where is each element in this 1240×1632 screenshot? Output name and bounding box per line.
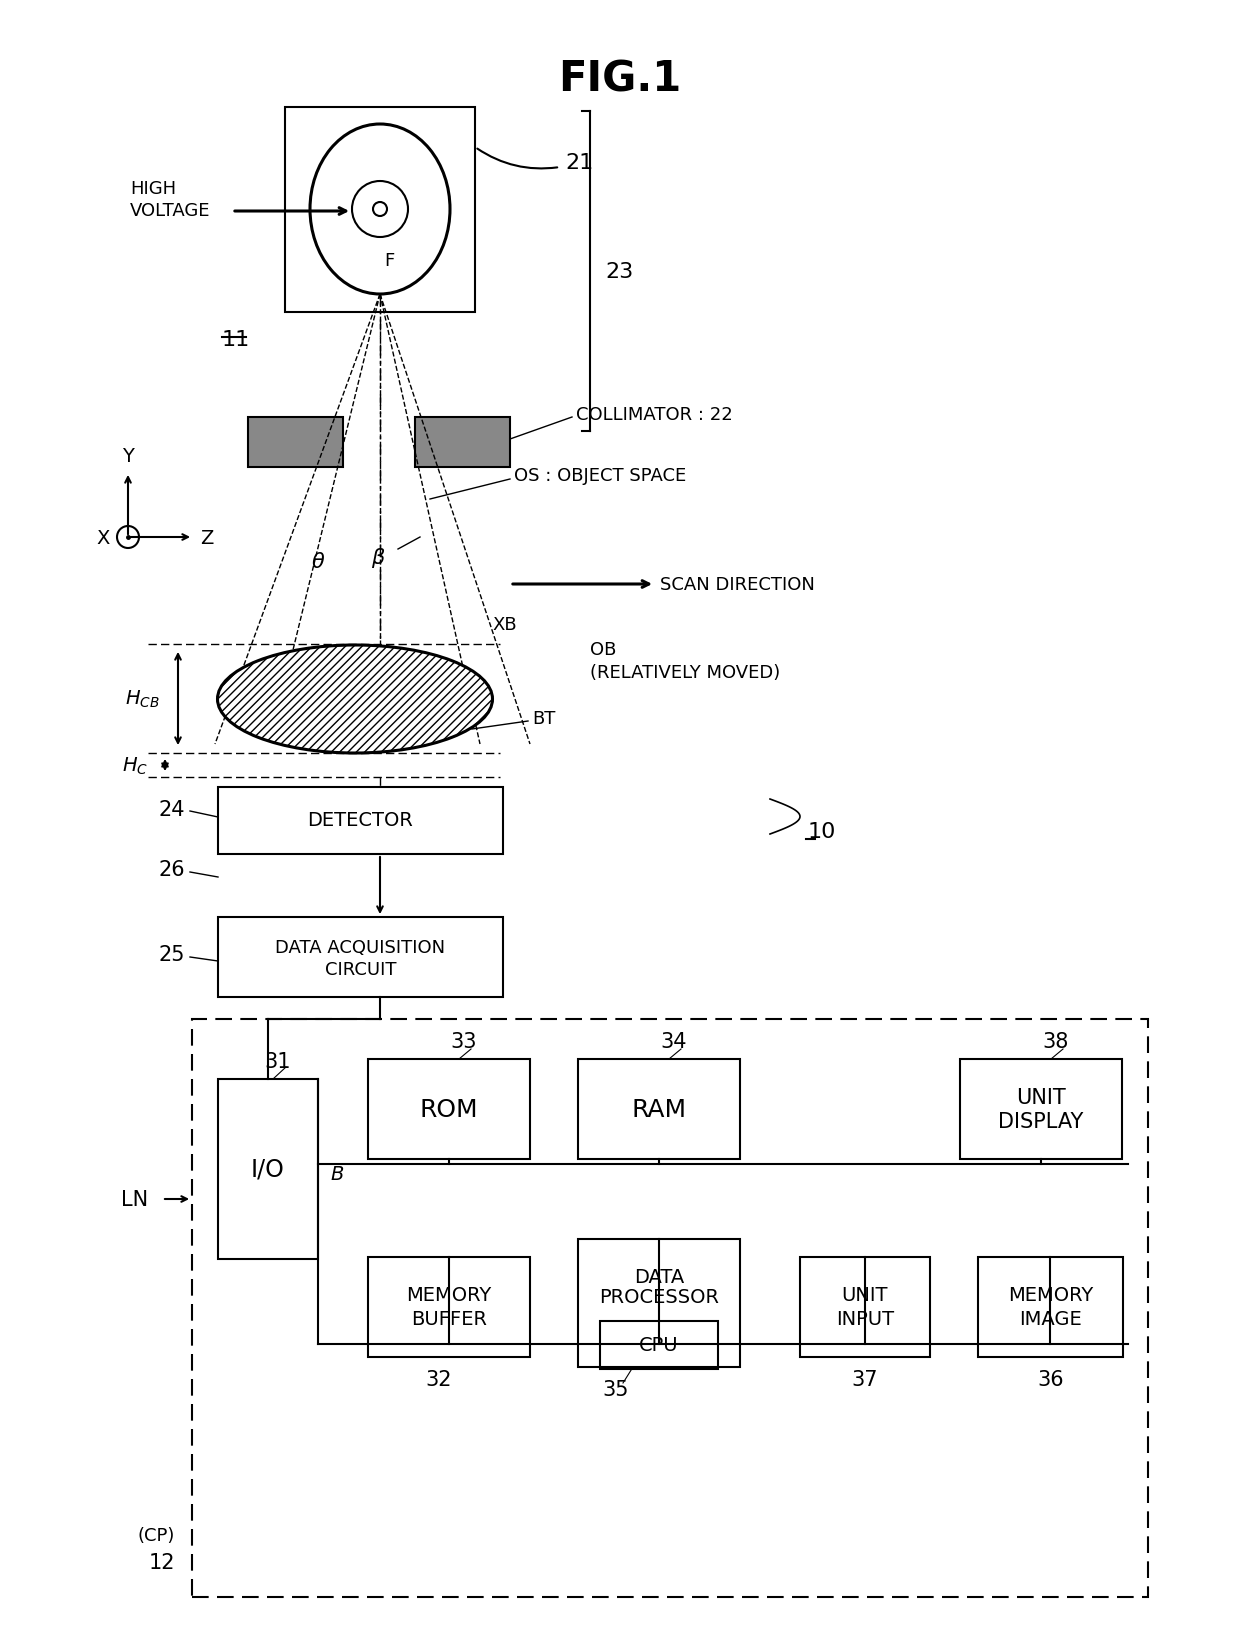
- Text: 33: 33: [451, 1031, 477, 1051]
- Ellipse shape: [217, 646, 492, 754]
- Bar: [978, 1257, 1123, 1358]
- Text: LN: LN: [120, 1190, 148, 1209]
- Bar: [578, 1059, 740, 1159]
- Text: OS : OBJECT SPACE: OS : OBJECT SPACE: [515, 467, 686, 485]
- Text: B: B: [330, 1165, 343, 1183]
- Text: $\theta$: $\theta$: [311, 552, 325, 571]
- Bar: [192, 1020, 1148, 1598]
- Text: PROCESSOR: PROCESSOR: [599, 1288, 719, 1307]
- Text: 21: 21: [565, 153, 593, 173]
- Text: HIGH
VOLTAGE: HIGH VOLTAGE: [130, 180, 211, 220]
- Text: RAM: RAM: [631, 1097, 687, 1121]
- Text: DISPLAY: DISPLAY: [998, 1111, 1084, 1131]
- Text: OB: OB: [590, 641, 616, 659]
- Text: MEMORY: MEMORY: [407, 1286, 491, 1304]
- Text: FIG.1: FIG.1: [558, 59, 682, 100]
- Text: SCAN DIRECTION: SCAN DIRECTION: [660, 576, 815, 594]
- Text: 36: 36: [1037, 1369, 1064, 1389]
- Text: 26: 26: [159, 860, 185, 880]
- Text: DETECTOR: DETECTOR: [308, 811, 413, 831]
- Bar: [960, 1059, 1122, 1159]
- Text: INPUT: INPUT: [836, 1310, 894, 1328]
- Text: 10: 10: [808, 821, 836, 842]
- Text: Y: Y: [122, 447, 134, 465]
- Text: 35: 35: [603, 1379, 629, 1399]
- Bar: [368, 1257, 529, 1358]
- Text: MEMORY: MEMORY: [1008, 1286, 1094, 1304]
- Text: X: X: [97, 529, 110, 547]
- Bar: [218, 788, 503, 855]
- Bar: [368, 1059, 529, 1159]
- Bar: [218, 917, 503, 997]
- Text: 25: 25: [159, 945, 185, 965]
- Text: 12: 12: [149, 1552, 175, 1572]
- Text: XB: XB: [492, 615, 517, 633]
- Circle shape: [117, 527, 139, 548]
- Text: I/O: I/O: [250, 1157, 285, 1182]
- Circle shape: [373, 202, 387, 217]
- Bar: [800, 1257, 930, 1358]
- Text: ROM: ROM: [419, 1097, 479, 1121]
- Text: (RELATIVELY MOVED): (RELATIVELY MOVED): [590, 664, 780, 682]
- Text: $H_{CB}$: $H_{CB}$: [125, 689, 160, 710]
- Text: UNIT: UNIT: [1016, 1087, 1066, 1108]
- Text: 31: 31: [265, 1051, 291, 1071]
- Text: 24: 24: [159, 800, 185, 819]
- Text: 32: 32: [425, 1369, 453, 1389]
- Text: 37: 37: [852, 1369, 878, 1389]
- Text: DATA: DATA: [634, 1268, 684, 1286]
- Bar: [415, 418, 510, 468]
- Text: 34: 34: [661, 1031, 687, 1051]
- Text: BT: BT: [532, 710, 556, 728]
- Text: (CP): (CP): [138, 1526, 175, 1544]
- Text: $H_C$: $H_C$: [122, 756, 148, 777]
- Text: 38: 38: [1043, 1031, 1069, 1051]
- Bar: [285, 108, 475, 313]
- Text: 11: 11: [222, 330, 250, 349]
- Text: COLLIMATOR : 22: COLLIMATOR : 22: [577, 406, 733, 424]
- Text: DATA ACQUISITION: DATA ACQUISITION: [275, 938, 445, 956]
- Text: UNIT: UNIT: [842, 1286, 888, 1304]
- Bar: [248, 418, 343, 468]
- Text: 23: 23: [605, 261, 634, 282]
- Text: CIRCUIT: CIRCUIT: [325, 960, 397, 979]
- Text: IMAGE: IMAGE: [1019, 1310, 1081, 1328]
- Bar: [578, 1239, 740, 1368]
- Text: CPU: CPU: [639, 1335, 678, 1355]
- Text: Z: Z: [200, 529, 213, 547]
- Text: F: F: [384, 251, 394, 269]
- Text: $\beta$: $\beta$: [371, 545, 386, 570]
- Bar: [218, 1079, 317, 1260]
- Bar: [600, 1322, 718, 1369]
- Text: BUFFER: BUFFER: [410, 1310, 487, 1328]
